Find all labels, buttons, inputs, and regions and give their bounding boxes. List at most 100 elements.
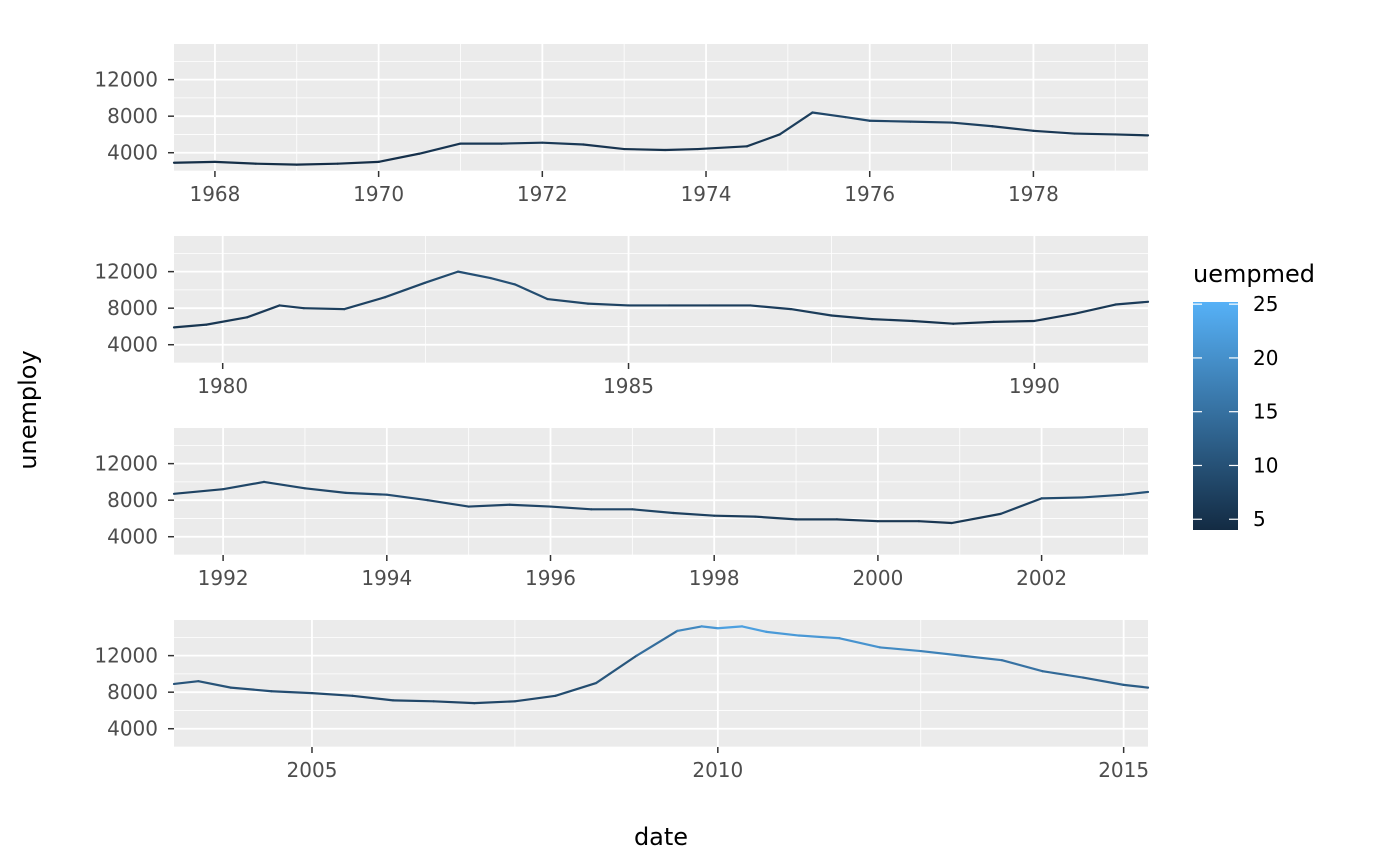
x-tick-label: 2010: [692, 758, 743, 782]
unemploy-line-segment: [999, 497, 1043, 515]
x-tick-label: 1970: [353, 182, 404, 206]
unemploy-line-segment: [513, 283, 549, 301]
x-tick-label: 2015: [1098, 758, 1149, 782]
x-tick-label: 1976: [844, 182, 895, 206]
unemploy-line-segment: [295, 162, 339, 166]
unemploy-line-segment: [1114, 133, 1150, 137]
unemploy-line-segment: [700, 625, 719, 630]
unemploy-line-segment: [992, 319, 1036, 323]
y-tick-label: 8000: [107, 296, 158, 320]
unemploy-line-segment: [1122, 490, 1150, 496]
unemploy-line-segment: [172, 160, 217, 164]
unemploy-line-segment: [745, 133, 781, 148]
unemploy-line-segment: [1081, 493, 1125, 499]
unemploy-line-segment: [278, 304, 305, 310]
unemploy-line-segment: [917, 520, 953, 525]
unemploy-line-segment: [844, 115, 871, 122]
legend-label: 5: [1253, 507, 1266, 531]
unemploy-line-segment: [1073, 303, 1117, 315]
x-tick-label: 1992: [198, 566, 249, 590]
unemploy-line-segment: [663, 147, 699, 152]
y-tick-label: 12000: [94, 644, 158, 668]
y-tick-label: 12000: [94, 260, 158, 284]
legend-colorbar: [1193, 302, 1238, 530]
y-tick-label: 8000: [107, 680, 158, 704]
unemploy-line-segment: [635, 629, 679, 657]
unemploy-line-segment: [392, 699, 435, 703]
unemploy-line-segment: [467, 503, 511, 508]
unemploy-line-segment: [541, 141, 585, 146]
panel-background: [174, 236, 1148, 363]
unemploy-line-segment: [765, 630, 801, 637]
y-tick-label: 4000: [107, 141, 158, 165]
unemploy-line-segment: [631, 508, 675, 515]
y-tick-label: 4000: [107, 717, 158, 741]
unemploy-line-segment: [716, 625, 744, 630]
unemploy-line-segment: [172, 323, 208, 329]
x-tick-label: 1990: [1009, 374, 1060, 398]
unemploy-line-segment: [456, 270, 492, 280]
unemploy-line-segment: [749, 304, 792, 311]
y-tick-label: 8000: [107, 488, 158, 512]
x-tick-label: 1980: [197, 374, 248, 398]
unemploy-line-segment: [197, 680, 232, 689]
unemploy-line-segment: [754, 515, 798, 521]
legend: uempmed 5 10 15 20 25: [1193, 260, 1315, 531]
x-tick-label: 2000: [852, 566, 903, 590]
legend-label: 20: [1253, 346, 1278, 370]
unemploy-line-segment: [172, 488, 225, 495]
unemploy-line-segment: [1073, 132, 1117, 136]
legend-label: 10: [1253, 453, 1278, 477]
unemploy-line-segment: [172, 680, 200, 686]
x-tick-label: 1974: [681, 182, 732, 206]
unemploy-line-segment: [594, 654, 638, 685]
unemploy-line-segment: [344, 491, 388, 496]
unemploy-line-segment: [1122, 683, 1150, 689]
unemploy-line-segment: [1040, 496, 1084, 500]
unemploy-line-segment: [302, 307, 346, 311]
unemploy-line-segment: [310, 691, 354, 697]
unemploy-line-segment: [385, 493, 429, 502]
unemploy-line-segment: [489, 276, 517, 286]
legend-title: uempmed: [1193, 260, 1315, 288]
unemploy-line-segment: [245, 304, 281, 319]
unemploy-line-segment: [797, 634, 841, 640]
unemploy-line-segment: [213, 160, 257, 165]
unemploy-line-segment: [1032, 129, 1076, 135]
unemploy-line-segment: [741, 625, 768, 633]
x-tick-label: 1978: [1008, 182, 1059, 206]
unemploy-line-segment: [909, 120, 953, 124]
unemploy-line-segment: [950, 512, 1002, 525]
unemploy-line-segment: [879, 646, 922, 653]
unemploy-line-segment: [870, 318, 914, 323]
y-tick-label: 4000: [107, 333, 158, 357]
unemploy-line-segment: [835, 518, 879, 523]
unemploy-line-segment: [623, 147, 667, 152]
panel-1: 4000 8000 12000 1968 1970 1972 1974 1976 1978: [94, 44, 1150, 206]
unemploy-line-segment: [868, 119, 912, 123]
unemploy-line-segment: [838, 637, 882, 649]
x-tick-label: 1994: [361, 566, 412, 590]
unemploy-line-segment: [582, 143, 626, 151]
unemploy-line-segment: [549, 505, 593, 511]
panel-2: 4000 8000 12000 1980 1985 1990: [94, 236, 1150, 398]
unemploy-line-segment: [778, 111, 814, 136]
unemploy-line-segment: [500, 141, 544, 145]
unemploy-line-segment: [426, 499, 470, 508]
unemploy-line-segment: [1000, 659, 1044, 673]
unemploy-line-segment: [351, 694, 395, 702]
legend-label: 25: [1253, 292, 1278, 316]
unemploy-line-segment: [343, 296, 387, 311]
unemploy-line-segment: [513, 694, 557, 703]
unemploy-line-segment: [270, 690, 314, 695]
x-tick-label: 2005: [287, 758, 338, 782]
unemploy-line-segment: [911, 319, 955, 325]
unemploy-line-segment: [952, 320, 995, 325]
panel-4: 4000 8000 12000 2005 2010 2015: [94, 620, 1149, 782]
unemploy-line-segment: [811, 111, 847, 119]
unemploy-line-segment: [1081, 676, 1125, 686]
unemploy-line-segment: [919, 649, 963, 657]
y-tick-label: 12000: [94, 68, 158, 92]
